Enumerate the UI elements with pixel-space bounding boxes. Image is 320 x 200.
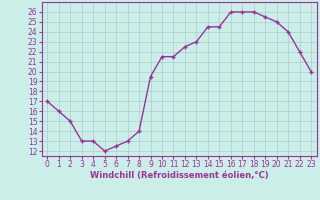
- X-axis label: Windchill (Refroidissement éolien,°C): Windchill (Refroidissement éolien,°C): [90, 171, 268, 180]
